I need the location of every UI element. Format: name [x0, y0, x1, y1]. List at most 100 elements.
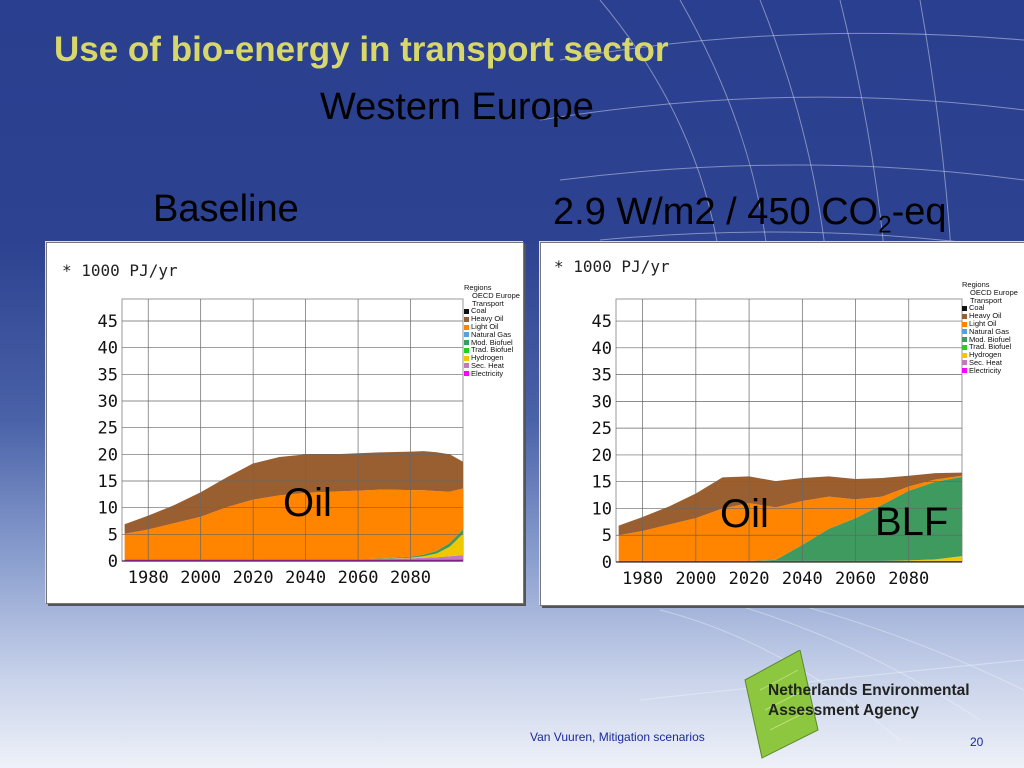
agency-name: Netherlands Environmental Assessment Age…: [768, 681, 970, 721]
legend-label: Light Oil: [969, 318, 997, 328]
legend-swatch: [962, 329, 967, 335]
legend-label: Electricity: [969, 365, 1002, 375]
overlay-label-oil: Oil: [283, 481, 332, 525]
legend-label: Electricity: [471, 368, 504, 378]
area-series-heavy-oil: [124, 451, 463, 534]
unit-label: * 1000 PJ/yr: [554, 257, 670, 276]
legend-label: Mod. Biofuel: [471, 337, 513, 347]
legend-label: Hydrogen: [471, 353, 504, 363]
x-tick-label: 2080: [888, 569, 929, 589]
legend-label: Trad. Biofuel: [969, 342, 1012, 352]
legend-item: Trad. Biofuel: [464, 346, 520, 354]
legend-region: OECD Europe: [472, 290, 520, 300]
overlay-label-oil: Oil: [720, 492, 769, 536]
legend-swatch: [962, 360, 967, 366]
legend-swatch: [962, 344, 967, 350]
chart-panel-mitigation: * 1000 PJ/yr 0 5 10 15 20 25 30 35 40 45 1980 2000 2…: [540, 242, 1024, 606]
legend-swatch: [464, 308, 469, 314]
y-tick-label: 35: [592, 366, 612, 386]
legend-item: Coal: [962, 304, 1018, 312]
y-tick-label: 30: [592, 392, 612, 412]
legend-label: Sec. Heat: [471, 360, 504, 370]
area-series-sec-heat: [124, 555, 463, 560]
legend-swatch: [464, 324, 469, 330]
legend-swatch: [962, 313, 967, 319]
y-tick-label: 10: [592, 499, 612, 519]
y-tick-label: 20: [592, 446, 612, 466]
y-tick-label: 45: [592, 312, 612, 332]
y-tick-label: 40: [98, 339, 118, 359]
footer-credit: Van Vuuren, Mitigation scenarios: [530, 730, 705, 744]
chart-baseline: 0 5 10 15 20 25 30 35 40 45 1980 2000 2020 2040 2060 20…: [98, 298, 464, 588]
legend-item: Heavy Oil: [464, 315, 520, 323]
legend-label: Coal: [471, 306, 487, 316]
legend-item: Light Oil: [464, 323, 520, 331]
legend-item: Electricity: [962, 365, 1018, 375]
x-tick-label: 2020: [233, 568, 274, 588]
x-tick-label: 2040: [285, 568, 326, 588]
legend-label: Heavy Oil: [471, 314, 504, 324]
legend-swatch: [464, 316, 469, 322]
chart-mitigation: 0 5 10 15 20 25 30 35 40 45 1980 2000 2020 2040 2060 20…: [592, 298, 963, 589]
area-series-hydrogen: [124, 533, 463, 560]
slide-subtitle: Western Europe: [320, 86, 594, 128]
legend-item: Natural Gas: [962, 326, 1018, 336]
legend-label: Natural Gas: [969, 326, 1010, 336]
legend-item: Coal: [464, 307, 520, 315]
y-tick-label: 0: [108, 552, 118, 572]
y-tick-label: 5: [108, 525, 118, 545]
agency-logo: [744, 650, 819, 759]
legend-sector: Transport: [472, 298, 504, 308]
area-series-heavy-oil: [618, 472, 962, 536]
legend-sector: Transport: [970, 295, 1002, 305]
legend-swatch: [464, 332, 469, 338]
legend-item: Heavy Oil: [962, 312, 1018, 320]
legend-item: Mod. Biofuel: [962, 334, 1018, 344]
area-series-mod-biofuel: [618, 476, 962, 561]
legend-item: Trad. Biofuel: [962, 343, 1018, 351]
y-tick-label: 35: [98, 365, 118, 385]
y-tick-label: 15: [98, 472, 118, 492]
legend-title: Regions: [464, 283, 492, 292]
chart-2-title: 2.9 W/m2 / 450 CO2-eq: [553, 191, 947, 239]
legend-item: Hydrogen: [962, 351, 1018, 359]
page-number: 20: [970, 735, 984, 749]
legend-item: Natural Gas: [464, 330, 520, 339]
x-tick-label: 2020: [729, 569, 770, 589]
y-tick-label: 40: [592, 339, 612, 359]
area-series-hydrogen: [618, 556, 962, 561]
y-tick-label: 10: [98, 499, 118, 519]
x-tick-label: 2060: [835, 569, 876, 589]
legend-label: Coal: [969, 303, 985, 313]
area-series-light-oil: [124, 488, 463, 560]
legend-title: Regions: [962, 280, 990, 289]
legend-label: Trad. Biofuel: [471, 345, 514, 355]
unit-label: * 1000 PJ/yr: [62, 261, 178, 280]
x-tick-label: 1980: [128, 568, 169, 588]
y-tick-label: 0: [602, 553, 612, 573]
legend-swatch: [464, 371, 469, 377]
legend-label: Mod. Biofuel: [969, 334, 1011, 344]
y-tick-label: 15: [592, 473, 612, 493]
legend-region: OECD Europe: [970, 287, 1018, 297]
legend-item: Hydrogen: [464, 354, 520, 362]
legend-swatch: [962, 337, 967, 343]
x-tick-label: 2000: [180, 568, 221, 588]
legend-baseline: Regions OECD Europe Transport Coal Heavy …: [464, 284, 520, 378]
y-tick-label: 30: [98, 392, 118, 412]
legend-item: Light Oil: [962, 320, 1018, 328]
legend-item: Sec. Heat: [962, 359, 1018, 367]
legend-swatch: [962, 305, 967, 311]
x-tick-label: 2080: [390, 568, 431, 588]
overlay-label-blf: BLF: [875, 500, 949, 544]
legend-swatch: [962, 321, 967, 327]
agency-name-line2: Assessment Agency: [768, 702, 920, 719]
legend-swatch: [464, 363, 469, 369]
legend-label: Sec. Heat: [969, 357, 1002, 367]
legend-label: Light Oil: [471, 321, 499, 331]
legend-swatch: [464, 347, 469, 353]
legend-swatch: [464, 340, 469, 346]
chart-panel-baseline: * 1000 PJ/yr 0 5 10 15 20 25 30 35 40 45 1980 2000 2…: [46, 242, 524, 604]
x-tick-label: 2040: [782, 569, 823, 589]
y-tick-label: 45: [98, 312, 118, 332]
